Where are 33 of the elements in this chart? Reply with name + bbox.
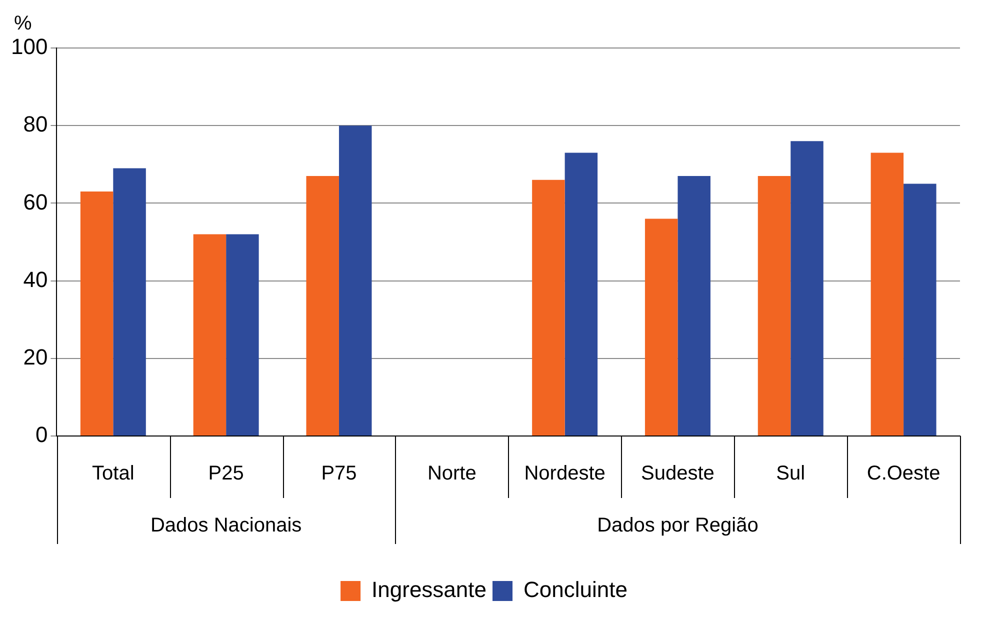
bar [678, 176, 710, 436]
bar [644, 218, 678, 436]
x-tick-label: Nordeste [524, 462, 606, 485]
x-tick-label: Sul [776, 462, 806, 485]
x-tick-label: P25 [208, 462, 244, 485]
bar [113, 168, 146, 436]
y-tick-label: 40 [23, 266, 48, 292]
y-tick-label: 100 [10, 34, 48, 60]
y-tick-label: 60 [23, 189, 48, 214]
bar [226, 234, 259, 436]
x-tick-label: P75 [321, 462, 357, 485]
x-tick-label: Norte [427, 462, 476, 485]
bar [790, 141, 824, 436]
bar [870, 152, 904, 436]
bar [80, 192, 114, 436]
legend-label: Ingressante [372, 577, 487, 602]
text: Dados Nacionais [150, 514, 302, 537]
bar [564, 152, 598, 436]
bar [532, 180, 565, 436]
bar [904, 184, 936, 436]
bar [306, 176, 339, 436]
bar [193, 234, 226, 436]
bar [758, 176, 791, 436]
bar [338, 126, 372, 436]
y-axis-title: % [14, 12, 32, 35]
x-tick-label: C.Oeste [866, 462, 940, 485]
x-tick-label: Total [92, 462, 134, 485]
y-tick-label: 20 [23, 344, 48, 370]
text: Dados por Região [597, 514, 758, 537]
y-tick-label: 0 [35, 422, 48, 448]
legend-label: Concluinte [524, 577, 628, 602]
x-tick-label: Sudeste [641, 462, 714, 485]
y-tick-label: 80 [23, 112, 48, 137]
